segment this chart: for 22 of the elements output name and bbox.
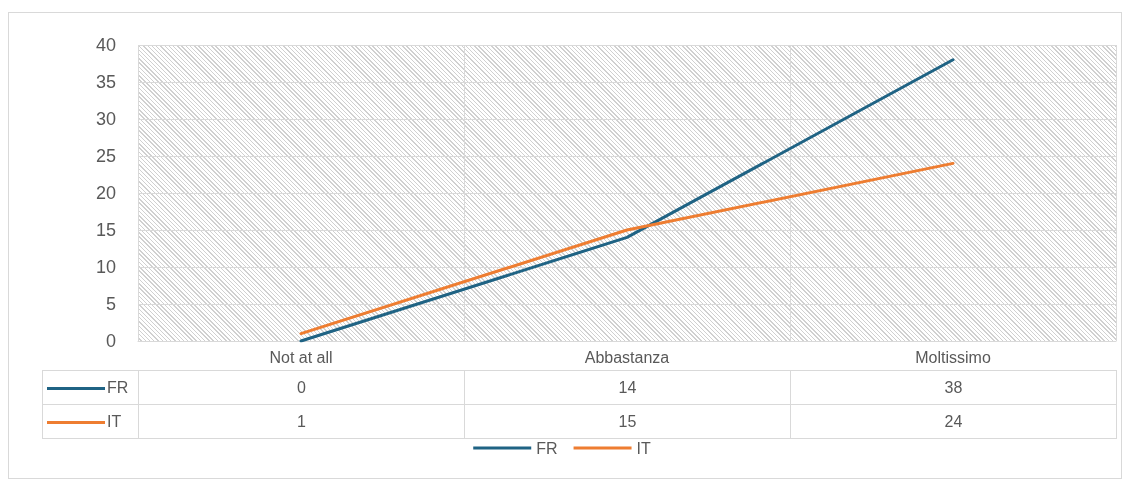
x-tick-label: Abbastanza [584, 348, 670, 366]
y-tick-label: 15 [95, 220, 116, 240]
text: FR [107, 378, 129, 396]
y-tick-label: 5 [105, 294, 116, 314]
x-tick-label: Moltissimo [915, 348, 991, 366]
legend-label: IT [636, 439, 651, 457]
data-label: 0 [138, 370, 465, 405]
x-tick-label: Not at all [269, 348, 333, 366]
data-label: 14 [464, 370, 791, 405]
data-label: 15 [464, 404, 791, 439]
y-tick-label: 20 [95, 183, 116, 203]
y-tick-label: 35 [95, 72, 116, 92]
y-tick-label: 30 [95, 109, 116, 129]
y-tick-label: 10 [95, 257, 116, 277]
data-label: 1 [138, 404, 465, 439]
legend-label: FR [536, 439, 558, 457]
data-label: 24 [790, 404, 1117, 439]
data-label: 38 [790, 370, 1117, 405]
text: IT [107, 412, 122, 430]
y-tick-label: 40 [95, 35, 116, 55]
y-tick-label: 25 [95, 146, 116, 166]
y-tick-label: 0 [105, 331, 116, 351]
